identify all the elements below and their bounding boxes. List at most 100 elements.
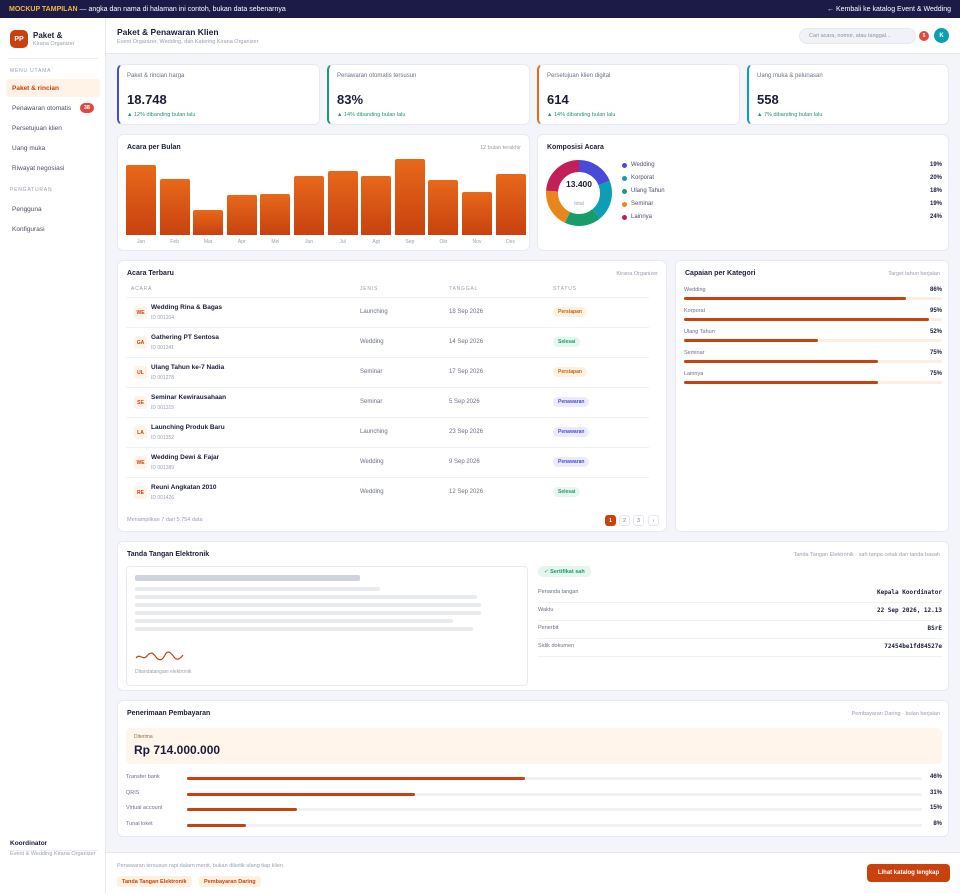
sidebar-item-persetujuan-klien[interactable]: Persetujuan klien	[12, 124, 62, 132]
event-id: ID 001204	[151, 315, 175, 321]
progress-fill	[684, 339, 819, 342]
donut-slice-korporat	[546, 160, 612, 226]
sidebar-item-paket-rincian[interactable]: Paket & rincian	[6, 79, 100, 97]
kpi-card: Persetujuan klien digital 614 ▲ 14% diba…	[537, 64, 740, 125]
payment-method-label: Tunai loket	[126, 820, 153, 827]
event-name: Reuni Angkatan 2010	[151, 484, 217, 491]
field-label: Waktu	[538, 607, 554, 613]
legend-value: 24%	[929, 214, 942, 220]
category-label: Ulang Tahun	[684, 329, 715, 335]
field-value: BSrE	[927, 625, 942, 632]
progress-track	[684, 339, 942, 342]
nav-section-main: MENU UTAMA	[10, 68, 52, 74]
payment-method-row: Tunai loket 8%	[126, 820, 942, 832]
back-to-catalog-link[interactable]: ← Kembali ke katalog Event & Wedding	[827, 5, 951, 13]
field-value: 72454be1fd84527e	[884, 643, 942, 650]
donut-total-label: total	[574, 201, 584, 207]
table-row[interactable]: RE Reuni Angkatan 2010 ID 001426 Wedding 12 …	[126, 477, 649, 507]
sidebar-item-pengguna[interactable]: Pengguna	[12, 205, 42, 213]
event-initials: LA	[134, 426, 147, 439]
event-id: ID 001352	[151, 435, 175, 441]
received-total: Diterima Rp 714.000.000	[126, 728, 942, 764]
page-subtitle: Event Organizer, Wedding, dan Katering K…	[117, 39, 259, 45]
sidebar-item-riwayat-negosiasi[interactable]: Riwayat negosiasi	[12, 164, 65, 172]
signature-field: Penanda tangan Kepala Koordinator	[538, 585, 942, 603]
mockup-banner: MOCKUP TAMPILAN — angka dan nama di hala…	[0, 0, 960, 18]
event-type: Wedding	[360, 459, 384, 465]
month-label: Des	[506, 239, 516, 245]
kpi-value: 18.748	[127, 92, 167, 107]
brand-name: Paket &	[33, 31, 63, 40]
sidebar-item-penawaran-otomatis[interactable]: Penawaran otomatis 38	[6, 99, 100, 117]
view-catalog-button[interactable]: Lihat katalog lengkap	[867, 864, 950, 882]
nav-section-settings: PENGATURAN	[10, 187, 53, 193]
event-id: ID 001426	[151, 495, 175, 501]
event-type: Seminar	[360, 369, 383, 375]
kpi-label: Paket & rincian harga	[127, 73, 185, 79]
column-header-acara: ACARA	[131, 286, 153, 292]
status-badge: Penawaran	[553, 427, 590, 437]
logo: PP	[10, 30, 28, 48]
event-date: 5 Sep 2026	[449, 399, 480, 405]
status-badge: Penawaran	[553, 457, 590, 467]
event-name: Gathering PT Sentosa	[151, 334, 219, 341]
bar-mei	[260, 193, 291, 235]
event-initials: UL	[134, 366, 147, 379]
payment-method-row: Transfer bank 46%	[126, 773, 942, 785]
event-type: Seminar	[360, 399, 383, 405]
event-id: ID 001389	[151, 465, 175, 471]
month-label: Agt	[372, 239, 380, 245]
event-date: 18 Sep 2026	[449, 309, 484, 315]
event-type: Wedding	[360, 489, 384, 495]
table-row[interactable]: LA Launching Produk Baru ID 001352 Launchin…	[126, 417, 649, 447]
section-title: Penerimaan Pembayaran	[127, 710, 211, 717]
search-input[interactable]: Cari acara, nomor, atau tanggal...	[799, 28, 916, 44]
status-badge: Selesai	[553, 487, 581, 497]
page-button-3[interactable]: 3	[633, 515, 644, 526]
table-row[interactable]: UL Ulang Tahun ke-7 Nadia ID 001278 Seminar…	[126, 357, 649, 387]
event-initials: GA	[134, 336, 147, 349]
category-label: Korporat	[684, 308, 706, 314]
notification-badge[interactable]: 5	[919, 31, 929, 41]
signature-field: Penerbit BSrE	[538, 621, 942, 639]
kpi-delta: ▲ 7% dibanding bulan lalu	[757, 112, 823, 118]
doc-line	[135, 603, 481, 607]
event-type: Launching	[360, 429, 388, 435]
category-label: Wedding	[684, 287, 706, 293]
bar-sep	[394, 159, 425, 235]
month-label: Sep	[405, 239, 415, 245]
sidebar-item-uang-muka[interactable]: Uang muka	[12, 144, 46, 152]
certificate-badge: ✓ Sertifikat sah	[538, 566, 591, 577]
event-date: 9 Sep 2026	[449, 459, 480, 465]
bar-feb	[159, 178, 190, 235]
kpi-label: Uang muka & pelunasan	[757, 73, 823, 79]
payment-share: 8%	[933, 820, 942, 827]
page-button-1[interactable]: 1	[605, 515, 616, 526]
avatar[interactable]: K	[934, 28, 949, 43]
bar-des	[495, 174, 526, 235]
signature-field: Waktu 22 Sep 2026, 12.13	[538, 603, 942, 621]
payment-fill	[187, 808, 298, 811]
payment-method-row: QRIS 31%	[126, 789, 942, 801]
category-progress-row: Seminar 75%	[684, 350, 942, 370]
table-row[interactable]: WE Wedding Dewi & Fajar ID 001389 Wedding 9 …	[126, 447, 649, 477]
category-value: 75%	[929, 371, 942, 377]
next-page-button[interactable]: ›	[648, 515, 659, 526]
table-row[interactable]: SE Seminar Kewirausahaan ID 001315 Seminar 5…	[126, 387, 649, 417]
page-button-2[interactable]: 2	[619, 515, 630, 526]
chart-title: Komposisi Acara	[547, 144, 604, 151]
sidebar-item-konfigurasi[interactable]: Konfigurasi	[12, 225, 45, 233]
table-row[interactable]: WE Wedding Rina & Bagas ID 001204 Launching…	[126, 297, 649, 327]
kpi-card: Uang muka & pelunasan 558 ▲ 7% dibanding…	[747, 64, 949, 125]
kpi-card: Penawaran otomatis tersusun 83% ▲ 14% di…	[327, 64, 530, 125]
month-label: Okt	[439, 239, 448, 245]
monthly-chart-card: Acara per Bulan 12 bulan terakhir Jan Feb…	[117, 134, 530, 251]
payment-method-label: QRIS	[126, 789, 140, 796]
status-badge: Persiapan	[553, 367, 587, 377]
legend-item: Wedding 19%	[622, 162, 942, 172]
month-label: Jul	[339, 239, 346, 245]
kpi-value: 558	[757, 92, 779, 107]
header: Paket & Penawaran Klien Event Organizer,…	[106, 18, 960, 54]
table-row[interactable]: GA Gathering PT Sentosa ID 001241 Wedding 14…	[126, 327, 649, 357]
section-meta: Pembayaran Daring · bulan berjalan	[851, 711, 940, 717]
